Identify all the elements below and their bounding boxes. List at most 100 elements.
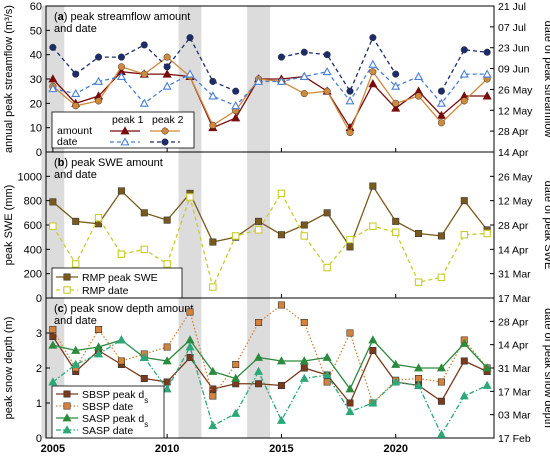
data-point (254, 352, 264, 361)
data-point (437, 87, 445, 95)
data-point (186, 34, 194, 42)
legend-marker (63, 402, 71, 410)
legend-box (51, 267, 183, 299)
data-point (48, 377, 58, 386)
data-point (437, 119, 445, 127)
series-line (281, 36, 397, 93)
data-point (299, 71, 309, 80)
data-point (277, 189, 286, 198)
data-point (49, 325, 57, 333)
data-point (346, 329, 354, 337)
right-tick-label: 23 Jun (498, 43, 530, 55)
data-point (185, 342, 195, 351)
data-point (140, 374, 148, 382)
y-tick-label: 0 (36, 147, 42, 159)
data-point (163, 216, 171, 224)
legend-marker (63, 286, 71, 294)
data-point (209, 283, 217, 291)
panel-title: (c) peak snow depth amount (54, 303, 193, 315)
data-point (300, 90, 308, 98)
data-point (254, 226, 263, 234)
data-point (345, 384, 355, 393)
legend-marker (161, 127, 169, 135)
y-tick-label: 60 (30, 1, 42, 13)
data-point (436, 429, 446, 438)
panel-title-line2: and date (54, 23, 97, 35)
data-point (483, 229, 491, 238)
data-point (392, 70, 400, 78)
data-point (186, 308, 194, 316)
right-tick-label: 12 May (498, 105, 533, 117)
data-point (140, 41, 148, 49)
data-point (232, 360, 240, 368)
y-axis-label: peak SWE (mm) (3, 185, 15, 266)
right-tick-label: 28 Apr (498, 220, 529, 232)
right-tick-label: 14 Apr (498, 340, 529, 352)
data-point (72, 70, 80, 78)
right-tick-label: 03 Mar (498, 410, 531, 422)
data-point (300, 232, 309, 240)
data-point (209, 77, 217, 85)
data-point (369, 346, 377, 354)
legend-date-label: date (57, 136, 78, 148)
data-point (48, 74, 58, 83)
legend-a (51, 111, 195, 149)
data-point (209, 121, 217, 129)
data-point (72, 102, 80, 110)
right-axis-label: date of peak snow depth (542, 308, 550, 428)
series-line (52, 304, 488, 405)
data-point (483, 48, 491, 56)
series-c-3 (48, 335, 492, 438)
data-point (231, 373, 241, 382)
data-point (369, 222, 377, 230)
y-axis-label: annual peak streamflow (m³/s) (3, 5, 15, 153)
data-point (345, 407, 355, 416)
data-point (414, 71, 424, 80)
panel-letter: b (58, 157, 65, 169)
y-tick-label: 600 (24, 220, 42, 232)
panel-letter: a (58, 11, 65, 23)
data-point (391, 359, 401, 368)
panel-b: (b) peak SWE amount (45, 151, 495, 299)
legend-label: SASP peak ds (82, 413, 148, 429)
data-point (300, 318, 308, 326)
data-point (277, 381, 285, 389)
data-point (72, 217, 80, 225)
data-point (437, 397, 445, 405)
right-tick-label: 17 Feb (498, 433, 531, 445)
data-point (117, 187, 125, 195)
data-point (140, 209, 148, 217)
y-tick-label: 30 (30, 74, 42, 86)
data-point (71, 88, 81, 98)
data-point (391, 103, 401, 112)
data-point (117, 357, 125, 365)
data-point (276, 76, 286, 85)
legend-subscript: s (144, 396, 148, 405)
data-point (323, 87, 331, 95)
data-point (323, 51, 331, 59)
data-point (276, 356, 286, 365)
legend-marker (161, 138, 169, 146)
data-point (460, 197, 468, 205)
data-point (322, 352, 332, 361)
y-tick-label: 3 (36, 328, 42, 340)
data-point (369, 34, 377, 42)
data-point (254, 76, 264, 85)
data-point (368, 398, 378, 407)
right-tick-label: 14 Apr (498, 244, 529, 256)
data-point (437, 232, 445, 240)
data-point (391, 377, 401, 386)
y-tick-label: 800 (24, 196, 42, 208)
data-point (95, 97, 103, 105)
data-point (48, 84, 58, 93)
data-point (437, 378, 445, 386)
data-point (162, 69, 172, 78)
data-point (369, 68, 377, 76)
data-point (162, 384, 172, 393)
series-a-3 (49, 34, 491, 95)
right-tick-label: 17 Mar (498, 386, 531, 398)
legend-marker (62, 413, 72, 422)
data-point (277, 53, 285, 61)
legend-label: RMP date (82, 285, 129, 297)
